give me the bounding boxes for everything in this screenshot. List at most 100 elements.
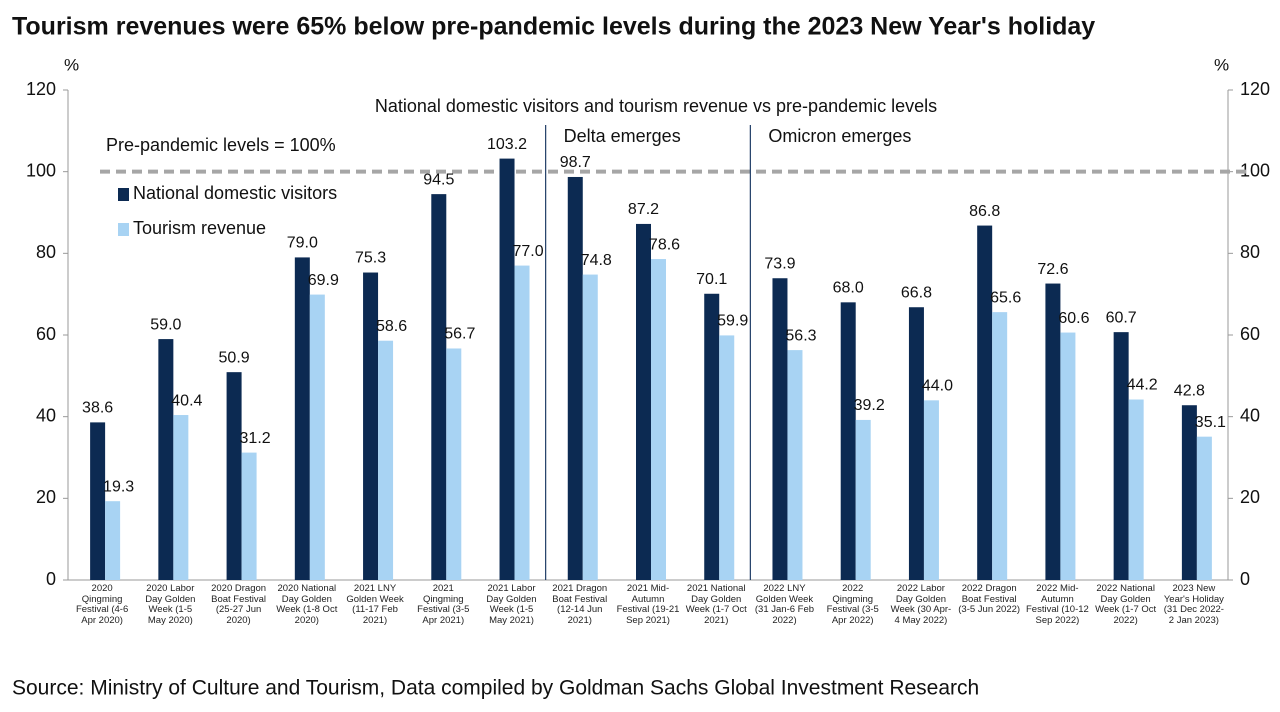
bar — [363, 272, 379, 580]
y2-tick-label: 80 — [1240, 242, 1260, 262]
bar — [787, 350, 803, 580]
bar — [855, 419, 871, 580]
bar — [90, 422, 106, 580]
value-label: 58.6 — [376, 318, 407, 335]
value-label: 66.8 — [901, 284, 932, 301]
y2-tick-label: 40 — [1240, 405, 1260, 425]
chart-title: Tourism revenues were 65% below pre-pand… — [12, 13, 1095, 41]
x-tick-label: 2020 Labor Day Golden Week (1-5 May 2020… — [145, 583, 196, 626]
x-tick-label: 2021 Labor Day Golden Week (1-5 May 2021… — [486, 583, 537, 626]
x-tick-label: 2022 Labor Day Golden Week (30 Apr-4 May… — [890, 583, 952, 626]
bar — [1181, 405, 1197, 580]
value-label: 60.7 — [1106, 309, 1137, 326]
bar — [992, 312, 1008, 580]
bar — [1060, 332, 1076, 580]
bar — [294, 257, 310, 580]
y-tick-label: 80 — [36, 242, 56, 262]
value-label: 60.6 — [1058, 310, 1089, 327]
bar — [226, 372, 242, 580]
x-tick-label: 2022 Mid-Autumn Festival (10-12 Sep 2022… — [1025, 583, 1089, 626]
value-label: 78.6 — [649, 236, 680, 253]
value-label: 79.0 — [287, 235, 318, 252]
x-tick-label: 2021 Qingming Festival (3-5 Apr 2021) — [417, 583, 470, 626]
bar — [1128, 399, 1144, 580]
value-label: 69.9 — [308, 272, 339, 289]
bar — [651, 259, 666, 580]
value-label: 98.7 — [560, 154, 591, 171]
value-label: 70.1 — [696, 271, 727, 288]
bar — [977, 225, 993, 581]
value-label: 44.2 — [1127, 377, 1158, 394]
x-tick-label: 2021 Dragon Boat Festival (12-14 Jun 202… — [552, 583, 608, 626]
source: Source: Ministry of Culture and Tourism,… — [12, 677, 979, 700]
value-label: 86.8 — [969, 203, 1000, 220]
y-tick-label: 100 — [26, 160, 56, 180]
legend-label: Tourism revenue — [133, 218, 266, 238]
bar — [431, 194, 447, 580]
bar — [1113, 332, 1129, 580]
value-label: 94.5 — [423, 171, 454, 188]
value-label: 59.0 — [150, 316, 181, 333]
bar — [908, 307, 924, 580]
x-tick-label: 2020 Dragon Boat Festival (25-27 Jun 202… — [211, 583, 267, 626]
value-label: 74.8 — [581, 252, 612, 269]
value-label: 103.2 — [487, 136, 527, 153]
value-label: 87.2 — [628, 201, 659, 218]
bar — [173, 415, 189, 580]
y2-tick-label: 100 — [1240, 160, 1270, 180]
bar — [158, 339, 174, 580]
x-tick-label: 2022 Qingming Festival (3-5 Apr 2022) — [826, 583, 879, 626]
y-tick-label: 20 — [36, 487, 56, 507]
bar — [840, 302, 856, 580]
y-axis-label: % — [64, 55, 79, 74]
bar — [582, 274, 598, 580]
y2-tick-label: 60 — [1240, 324, 1260, 344]
bar — [636, 223, 651, 580]
y-tick-label: 0 — [46, 569, 56, 589]
value-label: 68.0 — [833, 280, 864, 297]
bar — [241, 452, 257, 580]
value-label: 38.6 — [82, 400, 113, 417]
value-label: 42.8 — [1174, 382, 1205, 399]
bar — [719, 335, 735, 580]
reference-label: Pre-pandemic levels = 100% — [106, 135, 336, 155]
bar — [514, 265, 530, 580]
legend-label: National domestic visitors — [133, 183, 337, 203]
value-label: 40.4 — [171, 392, 202, 409]
bar — [105, 501, 121, 580]
value-label: 56.3 — [785, 327, 816, 344]
legend-swatch — [118, 188, 129, 201]
value-label: 75.3 — [355, 250, 386, 267]
x-tick-label: 2022 LNY Golden Week (31 Jan-6 Feb 2022) — [754, 583, 815, 626]
x-tick-label: 2021 Mid-Autumn Festival (19-21 Sep 2021… — [616, 583, 680, 626]
annotation: Omicron emerges — [768, 126, 911, 146]
x-tick-label: 2021 LNY Golden Week (11-17 Feb 2021) — [346, 583, 404, 626]
value-label: 77.0 — [512, 243, 543, 260]
value-label: 56.7 — [444, 326, 475, 343]
x-tick-label: 2022 Dragon Boat Festival (3-5 Jun 2022) — [958, 583, 1021, 615]
value-label: 59.9 — [717, 313, 748, 330]
bar — [923, 400, 939, 580]
y2-tick-label: 20 — [1240, 487, 1260, 507]
bar — [567, 176, 583, 580]
bar — [446, 348, 462, 580]
x-tick-label: 2022 National Day Golden Week (1-7 Oct 2… — [1095, 583, 1157, 626]
value-label: 19.3 — [103, 478, 134, 495]
bar — [704, 293, 720, 580]
subtitle: National domestic visitors and tourism r… — [375, 96, 937, 116]
x-tick-label: 2020 National Day Golden Week (1-8 Oct 2… — [276, 583, 338, 626]
y-tick-label: 120 — [26, 79, 56, 99]
value-label: 35.1 — [1195, 414, 1226, 431]
x-tick-label: 2021 National Day Golden Week (1-7 Oct 2… — [685, 583, 747, 626]
value-label: 39.2 — [854, 397, 885, 414]
bar — [1196, 436, 1212, 580]
bar — [309, 294, 325, 580]
y2-axis-label: % — [1214, 55, 1229, 74]
value-label: 65.6 — [990, 289, 1021, 306]
value-label: 50.9 — [219, 349, 250, 366]
y-tick-label: 60 — [36, 324, 56, 344]
bar — [772, 278, 788, 580]
value-label: 73.9 — [764, 255, 795, 272]
